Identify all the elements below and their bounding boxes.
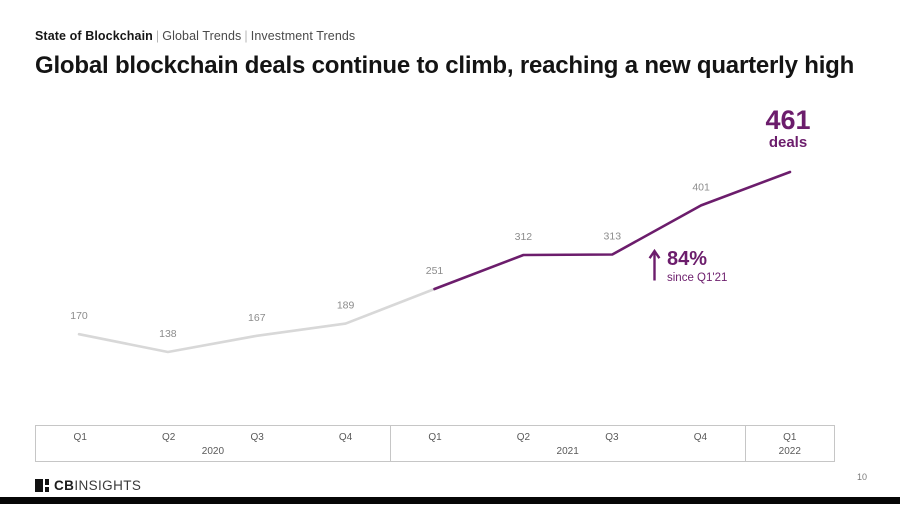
breadcrumb-item-investment-trends: Investment Trends	[250, 29, 356, 43]
data-point-label: 170	[70, 310, 88, 322]
highlight-line-series	[433, 170, 792, 291]
deals-line-chart: 170 138 167 189 251 312 313 401	[70, 170, 792, 354]
axis-quarter-label: Q3	[250, 432, 264, 443]
axis-year-group-2020: Q1 Q2 Q3 Q4 2020	[36, 426, 390, 461]
past-line-series	[77, 287, 436, 354]
cbinsights-logo: CBINSIGHTS	[35, 478, 141, 493]
axis-year-group-2022: Q1 2022	[744, 426, 834, 461]
data-point-label: 167	[248, 312, 266, 324]
axis-quarter-label: Q1	[783, 432, 797, 443]
axis-quarter-label: Q1	[73, 432, 87, 443]
bottom-accent-bar	[0, 497, 900, 504]
final-value-unit: deals	[768, 134, 808, 152]
cbinsights-logo-text: CBINSIGHTS	[54, 478, 142, 493]
axis-quarter-label: Q1	[428, 432, 442, 443]
up-arrow-icon	[648, 249, 661, 281]
data-point-label: 401	[692, 181, 710, 193]
growth-percent: 84%	[667, 248, 708, 270]
axis-quarter-label: Q2	[516, 432, 531, 443]
x-axis: Q1 Q2 Q3 Q4 2020 Q1 Q2 Q3 Q4 2021 Q1 2022	[35, 425, 835, 462]
page-title: Global blockchain deals continue to clim…	[35, 52, 855, 79]
axis-year-label: 2021	[556, 446, 579, 457]
axis-quarter-label: Q2	[162, 432, 176, 443]
breadcrumb-item-global-trends: Global Trends	[162, 29, 242, 43]
data-point-label: 138	[159, 328, 177, 340]
growth-caption: since Q1'21	[667, 272, 728, 284]
axis-quarter-label: Q4	[338, 432, 353, 443]
final-value-number: 461	[765, 105, 811, 135]
axis-year-group-2021: Q1 Q2 Q3 Q4 2021	[389, 426, 745, 461]
final-value-label: 461 deals	[755, 106, 821, 152]
page-number: 10	[856, 472, 867, 482]
data-point-label: 189	[337, 300, 355, 312]
breadcrumb-report-title: State of Blockchain	[35, 29, 153, 43]
growth-annotation: 84% since Q1'21	[648, 249, 727, 284]
data-point-label: 312	[515, 231, 533, 243]
breadcrumb: State of Blockchain | Global Trends | Invest…	[35, 29, 355, 43]
axis-quarter-label: Q3	[605, 432, 619, 443]
axis-quarter-label: Q4	[693, 432, 708, 443]
axis-year-label: 2022	[778, 446, 801, 457]
growth-annotation-text: 84% since Q1'21	[667, 249, 727, 284]
breadcrumb-separator-icon: |	[244, 29, 248, 43]
cbinsights-logo-icon	[35, 479, 49, 492]
axis-year-label: 2020	[201, 446, 225, 457]
data-point-label: 313	[604, 231, 622, 243]
breadcrumb-separator-icon: |	[155, 29, 160, 43]
data-point-label: 251	[426, 265, 444, 277]
